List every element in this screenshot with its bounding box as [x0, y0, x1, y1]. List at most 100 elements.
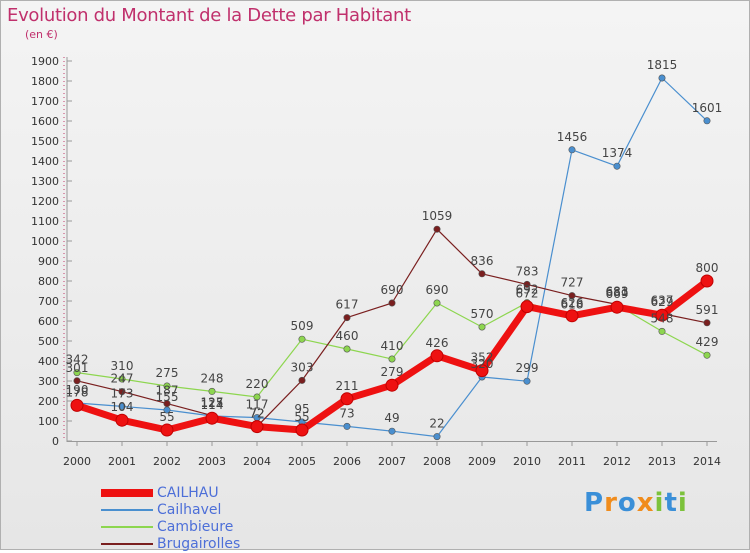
- x-tick-label: 2000: [63, 455, 91, 468]
- x-tick-label: 2003: [198, 455, 226, 468]
- x-tick-label: 2009: [468, 455, 496, 468]
- legend-label: CAILHAU: [157, 485, 219, 501]
- y-tick-label: 1800: [31, 75, 59, 88]
- x-tick-label: 2004: [243, 455, 271, 468]
- data-label: 187: [156, 384, 179, 398]
- data-label: 460: [336, 329, 359, 343]
- data-label: 669: [606, 287, 629, 301]
- data-point: [433, 433, 441, 441]
- data-point: [655, 308, 669, 322]
- x-tick-label: 2011: [558, 455, 586, 468]
- data-point: [340, 392, 354, 406]
- data-point: [298, 376, 306, 384]
- data-point: [70, 398, 84, 412]
- data-point: [343, 422, 351, 430]
- legend-swatch: [101, 489, 153, 497]
- data-point: [385, 378, 399, 392]
- chart-title: Evolution du Montant de la Dette par Hab…: [7, 5, 411, 26]
- data-point: [568, 146, 576, 154]
- data-label: 178: [66, 385, 89, 399]
- chart-unit: (en €): [25, 28, 58, 41]
- data-point: [568, 292, 576, 300]
- legend-swatch: [101, 509, 153, 511]
- data-label: 72: [249, 407, 264, 421]
- y-tick-label: 700: [38, 295, 59, 308]
- data-point: [388, 355, 396, 363]
- y-tick-label: 1200: [31, 195, 59, 208]
- data-label: 299: [516, 361, 539, 375]
- data-label: 1374: [602, 146, 633, 160]
- y-tick-label: 1500: [31, 135, 59, 148]
- data-point: [703, 351, 711, 359]
- data-label: 117: [246, 398, 269, 412]
- y-tick-label: 1000: [31, 235, 59, 248]
- data-label: 637: [651, 294, 674, 308]
- data-label: 591: [696, 303, 719, 317]
- data-point: [700, 274, 714, 288]
- data-label: 783: [516, 264, 539, 278]
- y-tick-label: 1900: [31, 55, 59, 68]
- data-label: 1456: [557, 130, 588, 144]
- x-tick-label: 2010: [513, 455, 541, 468]
- data-label: 72: [249, 407, 264, 421]
- data-label: 22: [429, 417, 444, 431]
- data-label: 629: [651, 295, 674, 309]
- x-tick-label: 2013: [648, 455, 676, 468]
- x-tick-label: 2014: [693, 455, 721, 468]
- y-tick-label: 1300: [31, 175, 59, 188]
- x-tick-label: 2012: [603, 455, 631, 468]
- data-point: [295, 423, 309, 437]
- data-point: [298, 335, 306, 343]
- y-tick-label: 1600: [31, 115, 59, 128]
- data-point: [433, 299, 441, 307]
- data-point: [478, 323, 486, 331]
- data-point: [73, 369, 81, 377]
- data-label: 626: [561, 296, 584, 310]
- data-label: 426: [426, 336, 449, 350]
- data-label: 173: [111, 386, 134, 400]
- x-tick-label: 2007: [378, 455, 406, 468]
- data-point: [73, 377, 81, 385]
- data-point: [478, 270, 486, 278]
- data-label: 95: [294, 402, 309, 416]
- data-point: [208, 387, 216, 395]
- data-point: [343, 345, 351, 353]
- data-label: 220: [246, 377, 269, 391]
- data-label: 127: [201, 396, 224, 410]
- data-point: [253, 393, 261, 401]
- data-label: 836: [471, 254, 494, 268]
- data-label: 55: [294, 410, 309, 424]
- y-tick-label: 400: [38, 355, 59, 368]
- data-point: [388, 299, 396, 307]
- data-label: 104: [111, 400, 134, 414]
- data-label: 429: [696, 335, 719, 349]
- data-point: [703, 319, 711, 327]
- data-label: 247: [111, 372, 134, 386]
- data-point: [118, 375, 126, 383]
- data-label: 548: [651, 311, 674, 325]
- data-label: 1059: [422, 209, 453, 223]
- data-label: 1601: [692, 101, 723, 115]
- data-label: 352: [471, 351, 494, 365]
- data-label: 248: [201, 371, 224, 385]
- data-label: 570: [471, 307, 494, 321]
- data-label: 727: [561, 276, 584, 290]
- data-point: [703, 117, 711, 125]
- legend-label: Cailhavel: [157, 502, 222, 518]
- data-point: [658, 74, 666, 82]
- data-label: 672: [516, 287, 539, 301]
- data-label: 275: [156, 366, 179, 380]
- data-label: 310: [111, 359, 134, 373]
- brand-letter: o: [617, 488, 637, 518]
- data-point: [388, 427, 396, 435]
- data-point: [430, 349, 444, 363]
- x-tick-label: 2005: [288, 455, 316, 468]
- data-point: [523, 377, 531, 385]
- legend-label: Cambieure: [157, 519, 234, 535]
- data-label: 509: [291, 319, 314, 333]
- data-point: [658, 327, 666, 335]
- data-label: 303: [291, 360, 314, 374]
- data-point: [565, 309, 579, 323]
